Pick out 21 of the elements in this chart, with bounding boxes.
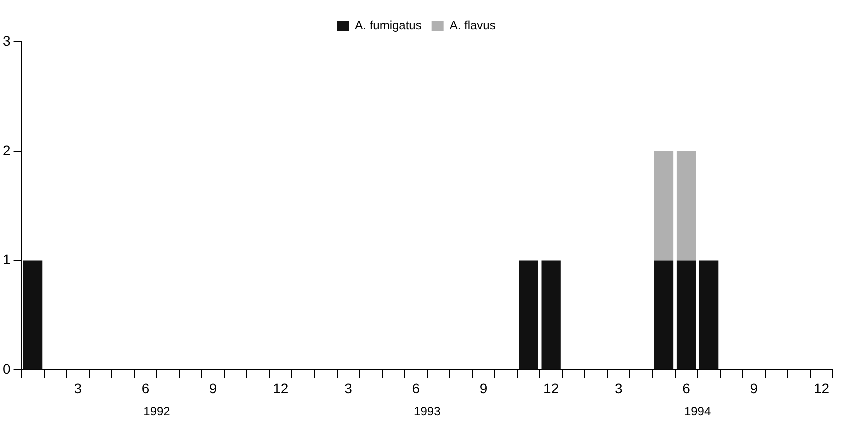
x-tick-label: 9 [209, 380, 218, 396]
x-tick-label: 6 [682, 380, 691, 396]
x-tick-label: 3 [74, 380, 82, 396]
x-tick-label: 6 [412, 380, 420, 396]
text: 1992 [144, 404, 171, 418]
x-tick-label: 12 [544, 380, 560, 396]
text: 1994 [684, 404, 712, 418]
y-tick-label: 3 [2, 32, 11, 49]
legend-label: A. fumigatus [355, 18, 422, 32]
x-tick-label: 3 [344, 380, 353, 396]
x-tick-label: 9 [750, 380, 758, 396]
x-tick-label: 3 [615, 380, 624, 396]
text: 1993 [414, 404, 442, 418]
x-tick-label: 12 [814, 380, 830, 396]
x-tick-label: 12 [273, 380, 289, 396]
legend-label: A. flavus [450, 18, 496, 32]
y-tick-label: 2 [2, 142, 11, 158]
y-tick-label: 1 [2, 252, 11, 268]
x-tick-label: 6 [142, 380, 150, 396]
x-tick-label: 9 [480, 380, 488, 396]
y-tick-label: 0 [2, 361, 11, 378]
